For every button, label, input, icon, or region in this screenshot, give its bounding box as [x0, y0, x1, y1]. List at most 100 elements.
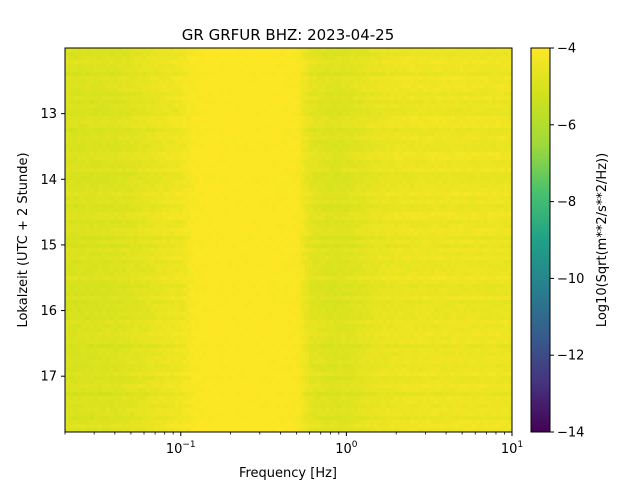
heatmap-cell — [154, 276, 160, 281]
heatmap-cell — [260, 208, 265, 213]
heatmap-cell — [93, 212, 99, 217]
heatmap-cell — [146, 184, 151, 189]
heatmap-cell — [223, 100, 229, 105]
heatmap-cell — [81, 400, 86, 405]
heatmap-cell — [77, 300, 82, 305]
heatmap-cell — [69, 372, 74, 377]
heatmap-cell — [174, 68, 180, 73]
heatmap-cell — [146, 228, 151, 233]
heatmap-cell — [227, 304, 233, 309]
heatmap-cell — [227, 380, 233, 385]
heatmap-cell — [219, 292, 225, 297]
heatmap-cell — [166, 272, 172, 277]
heatmap-cell — [130, 392, 135, 397]
heatmap-cell — [243, 108, 249, 113]
heatmap-cell — [109, 408, 115, 413]
heatmap-cell — [121, 284, 127, 289]
heatmap-cell — [186, 356, 192, 361]
heatmap-cell — [85, 160, 90, 165]
heatmap-cell — [239, 404, 245, 409]
heatmap-cell — [186, 360, 192, 365]
heatmap-cell — [154, 256, 160, 261]
heatmap-cell — [190, 124, 196, 129]
heatmap-cell — [260, 380, 265, 385]
heatmap-cell — [227, 104, 233, 109]
heatmap-cell — [272, 172, 277, 177]
heatmap-cell — [255, 340, 261, 345]
heatmap-cell — [182, 304, 188, 309]
heatmap-cell — [85, 404, 90, 409]
heatmap-cell — [215, 400, 221, 405]
heatmap-cell — [77, 336, 82, 341]
heatmap-cell — [138, 264, 143, 269]
heatmap-cell — [199, 412, 204, 417]
heatmap-cell — [170, 288, 176, 293]
heatmap-cell — [268, 348, 273, 353]
heatmap-cell — [105, 224, 111, 229]
heatmap-cell — [174, 348, 180, 353]
heatmap-cell — [69, 220, 74, 225]
heatmap-cell — [101, 308, 107, 313]
heatmap-cell — [239, 424, 245, 429]
heatmap-cell — [207, 260, 212, 265]
heatmap-cell — [65, 288, 70, 293]
heatmap-cell — [113, 84, 119, 89]
heatmap-cell — [251, 84, 257, 89]
heatmap-cell — [255, 140, 261, 145]
heatmap-cell — [260, 144, 265, 149]
heatmap-cell — [81, 120, 86, 125]
heatmap-cell — [65, 80, 70, 85]
heatmap-cell — [89, 280, 95, 285]
heatmap-cell — [190, 172, 196, 177]
heatmap-cell — [93, 408, 99, 413]
heatmap-cell — [174, 308, 180, 313]
heatmap-cell — [255, 284, 261, 289]
heatmap-cell — [146, 132, 151, 137]
heatmap-cell — [268, 340, 273, 345]
heatmap-cell — [260, 384, 265, 389]
heatmap-cell — [272, 216, 277, 221]
heatmap-cell — [125, 60, 131, 65]
heatmap-cell — [264, 208, 269, 213]
heatmap-cell — [117, 236, 123, 241]
heatmap-cell — [186, 416, 192, 421]
heatmap-cell — [150, 292, 155, 297]
heatmap-cell — [162, 140, 168, 145]
heatmap-cell — [93, 384, 99, 389]
heatmap-cell — [113, 372, 119, 377]
heatmap-cell — [182, 112, 188, 117]
heatmap-cell — [97, 204, 103, 209]
heatmap-cell — [239, 408, 245, 413]
heatmap-cell — [247, 132, 253, 137]
heatmap-cell — [105, 76, 111, 81]
heatmap-cell — [166, 100, 172, 105]
heatmap-cell — [190, 420, 196, 425]
heatmap-cell — [239, 376, 245, 381]
heatmap-cell — [85, 256, 90, 261]
heatmap-cell — [255, 212, 261, 217]
heatmap-cell — [174, 196, 180, 201]
heatmap-cell — [211, 396, 216, 401]
heatmap-cell — [211, 176, 216, 181]
heatmap-cell — [73, 336, 78, 341]
heatmap-cell — [195, 280, 200, 285]
heatmap-cell — [186, 84, 192, 89]
heatmap-cell — [125, 360, 131, 365]
heatmap-cell — [85, 136, 90, 141]
heatmap-cell — [247, 68, 253, 73]
heatmap-cell — [121, 180, 127, 185]
heatmap-cell — [239, 196, 245, 201]
heatmap-cell — [101, 356, 107, 361]
heatmap-cell — [65, 104, 70, 109]
heatmap-cell — [186, 288, 192, 293]
heatmap-cell — [247, 128, 253, 133]
heatmap-cell — [73, 64, 78, 69]
heatmap-cell — [125, 132, 131, 137]
heatmap-cell — [77, 344, 82, 349]
heatmap-cell — [65, 292, 70, 297]
heatmap-cell — [182, 124, 188, 129]
heatmap-cell — [195, 320, 200, 325]
heatmap-cell — [150, 240, 155, 245]
heatmap-cell — [195, 412, 200, 417]
heatmap-cell — [117, 184, 123, 189]
